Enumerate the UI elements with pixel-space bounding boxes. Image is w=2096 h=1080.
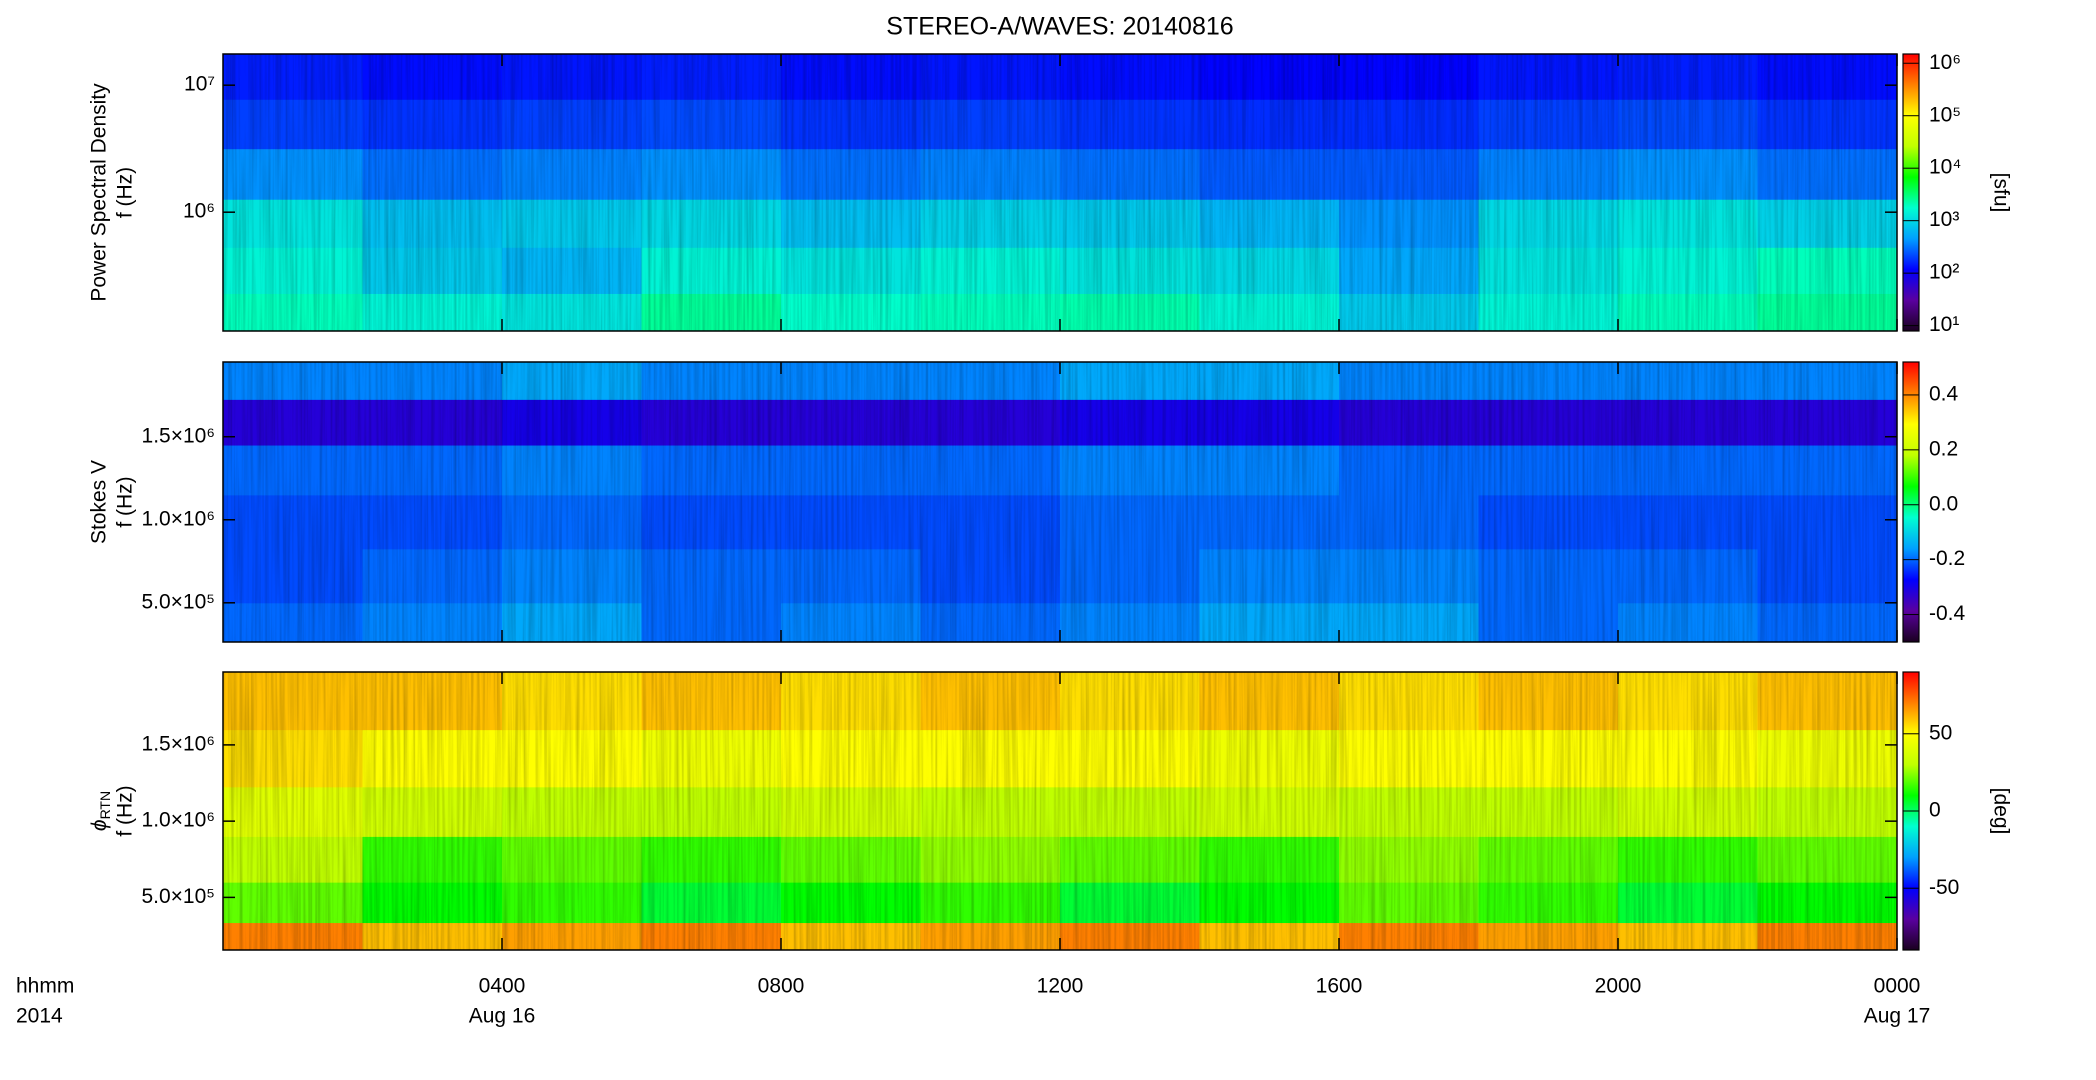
colorbar-tick-label: -0.4 [1929,602,1966,625]
y-tick-label: 5.0×10⁵ [141,590,215,613]
y-tick-label: 1.0×10⁶ [142,507,215,530]
colorbar-tick-label: 10² [1929,261,1959,284]
colorbar-tick-label: 0.0 [1929,492,1958,515]
colorbar-tick-label: -50 [1929,876,1959,899]
colorbar [1902,53,1920,332]
colorbar [1902,361,1920,643]
y-tick-label: 10⁶ [183,200,215,223]
x-date-label: Aug 16 [469,1005,536,1028]
colorbar-tick-label: 10⁴ [1929,156,1961,179]
y-axis-label: Power Spectral Density [88,83,111,302]
x-tick-label: 0400 [479,975,526,998]
x-tick-label: 1200 [1037,975,1084,998]
y-axis-label: Stokes V [88,460,111,544]
texture [223,362,1897,642]
colorbar-label: [sfu] [1989,173,2012,213]
colorbar-tick-label: 50 [1929,721,1952,744]
x-tick-label: 0000 [1874,975,1921,998]
y-axis-label: ϕRTN [88,791,113,831]
colorbar-tick-label: 10¹ [1929,313,1959,336]
y-axis-label-symbol: ϕ [88,819,111,831]
x-tick-label: 2000 [1595,975,1642,998]
chart-title: STEREO-A/WAVES: 20140816 [886,13,1233,41]
y-axis-label-subscript: RTN [97,791,113,820]
colorbar-tick-label: 0 [1929,799,1941,822]
y-tick-label: 1.0×10⁶ [142,809,215,832]
texture [223,54,1897,331]
colorbar-tick-label: 0.2 [1929,437,1958,460]
x-axis-label: hhmm [16,975,74,998]
y-tick-label: 1.5×10⁶ [142,732,215,755]
y-tick-label: 1.5×10⁶ [142,424,215,447]
x-tick-label: 0800 [758,975,805,998]
y-axis-label: f (Hz) [114,476,137,527]
y-axis-label: f (Hz) [114,167,137,218]
colorbar-label: [deg] [1989,788,2012,835]
y-tick-label: 10⁷ [184,73,215,96]
colorbar-tick-label: 0.4 [1929,382,1959,405]
x-date-label: Aug 17 [1864,1005,1931,1028]
y-tick-label: 5.0×10⁵ [141,885,215,908]
colorbar-tick-label: 10³ [1929,208,1959,231]
x-axis-label: 2014 [16,1005,63,1028]
y-axis-label: f (Hz) [114,785,137,836]
texture [223,672,1897,950]
colorbar-tick-label: 10⁶ [1929,51,1961,74]
colorbar-tick-label: 10⁵ [1929,103,1961,126]
colorbar-tick-label: -0.2 [1929,547,1965,570]
x-tick-label: 1600 [1316,975,1363,998]
